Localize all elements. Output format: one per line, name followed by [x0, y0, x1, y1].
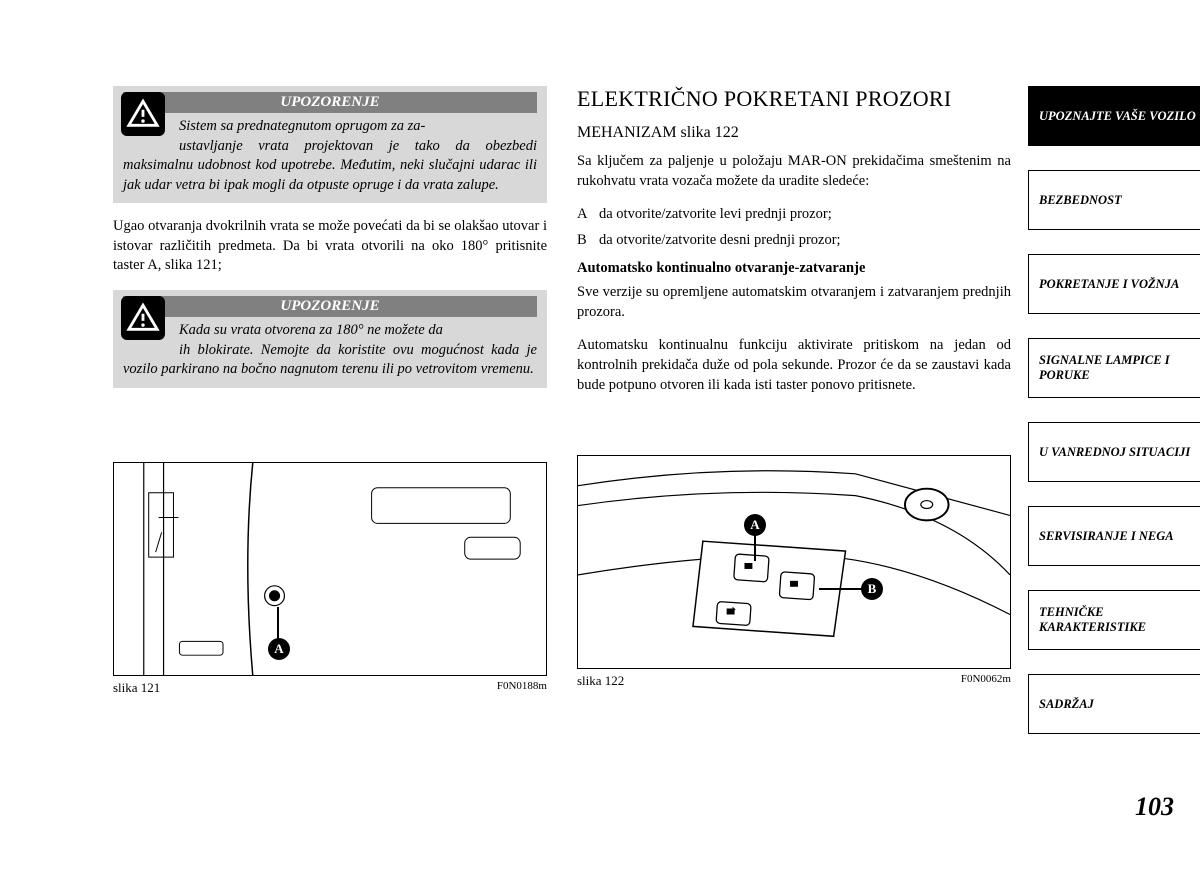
warning-text-1-line1: Sistem sa prednategnutom oprugom za za- [123, 117, 537, 137]
nav-tabs: UPOZNAJTE VAŠE VOZILO BEZBEDNOST POKRETA… [1028, 86, 1200, 734]
callout-line-a [277, 607, 279, 641]
body-para-1: Ugao otvaranja dvokrilnih vrata se može … [113, 217, 547, 276]
warning-header-2: UPOZORENJE [123, 296, 537, 317]
nav-tab-vanrednoj[interactable]: U VANREDNOJ SITUACIJI [1028, 422, 1200, 482]
nav-tab-upoznajte[interactable]: UPOZNAJTE VAŠE VOZILO [1028, 86, 1200, 146]
figure-121-code: F0N0188m [497, 680, 547, 696]
list-item-b: B da otvorite/zatvorite desni prednji pr… [577, 231, 1011, 251]
figure-121-caption: slika 121 F0N0188m [113, 680, 547, 696]
warning-box-2: UPOZORENJE Kada su vrata otvorena za 180… [113, 290, 547, 388]
section-title: ELEKTRIČNO POKRETANI PROZORI [577, 86, 1011, 112]
warning-text-1: Sistem sa prednategnutom oprugom za za- … [123, 117, 537, 195]
warning-text-2-rest: ih blokirate. Nemojte da koristite ovu m… [123, 341, 537, 380]
warning-triangle-icon [121, 296, 165, 340]
page-content: UPOZORENJE Sistem sa prednategnutom opru… [113, 86, 1011, 696]
list-text-b: da otvorite/zatvorite desni prednji proz… [599, 231, 841, 251]
callout-a: A [268, 638, 290, 660]
nav-tab-pokretanje[interactable]: POKRETANJE I VOŽNJA [1028, 254, 1200, 314]
warning-text-2: Kada su vrata otvorena za 180° ne možete… [123, 321, 537, 380]
auto-para-1: Sve verzije su opremljene automatskim ot… [577, 283, 1011, 322]
figure-122-caption: slika 122 F0N0062m [577, 673, 1011, 689]
list-letter-a: A [577, 205, 599, 225]
intro-para: Sa ključem za paljenje u položaju MAR-ON… [577, 152, 1011, 191]
figure-121-label: slika 121 [113, 680, 160, 696]
nav-tab-signalne[interactable]: SIGNALNE LAMPICE I PORUKE [1028, 338, 1200, 398]
warning-header-1: UPOZORENJE [123, 92, 537, 113]
sub-title: MEHANIZAM slika 122 [577, 124, 1011, 142]
warning-box-1: UPOZORENJE Sistem sa prednategnutom opru… [113, 86, 547, 203]
warning-text-1-rest: ustavljanje vrata projektovan je tako da… [123, 137, 537, 196]
figure-121-drawing [114, 463, 546, 675]
callout-line-b [819, 588, 863, 590]
nav-tab-sadrzaj[interactable]: SADRŽAJ [1028, 674, 1200, 734]
callout-b: B [861, 578, 883, 600]
page-number: 103 [1135, 792, 1174, 822]
list-text-a: da otvorite/zatvorite levi prednji prozo… [599, 205, 832, 225]
list-item-a: A da otvorite/zatvorite levi prednji pro… [577, 205, 1011, 225]
subsub-heading: Automatsko kontinualno otvaranje-zatvara… [577, 260, 1011, 277]
nav-tab-servisiranje[interactable]: SERVISIRANJE I NEGA [1028, 506, 1200, 566]
figure-122: A B [577, 455, 1011, 669]
nav-tab-bezbednost[interactable]: BEZBEDNOST [1028, 170, 1200, 230]
figure-122-code: F0N0062m [961, 673, 1011, 689]
left-column: UPOZORENJE Sistem sa prednategnutom opru… [113, 86, 547, 696]
auto-para-2: Automatsku kontinualnu funkciju aktivira… [577, 336, 1011, 395]
right-column: ELEKTRIČNO POKRETANI PROZORI MEHANIZAM s… [577, 86, 1011, 696]
figure-122-drawing [578, 456, 1010, 668]
warning-text-2-line1: Kada su vrata otvorena za 180° ne možete… [123, 321, 537, 341]
warning-triangle-icon [121, 92, 165, 136]
callout-line-a2 [754, 533, 756, 561]
list-letter-b: B [577, 231, 599, 251]
callout-a2: A [744, 514, 766, 536]
nav-tab-tehnicke[interactable]: TEHNIČKE KARAKTERISTIKE [1028, 590, 1200, 650]
figure-122-label: slika 122 [577, 673, 624, 689]
figure-121: A [113, 462, 547, 676]
